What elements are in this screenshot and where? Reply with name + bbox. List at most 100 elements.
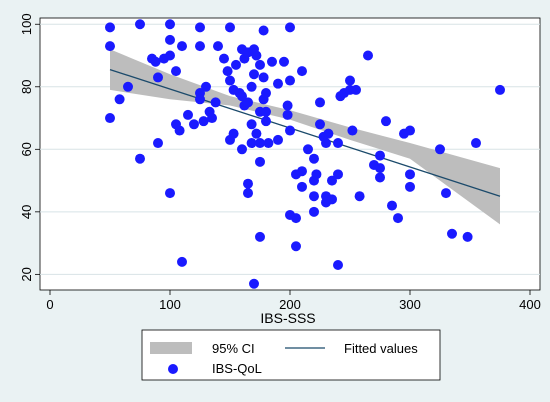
data-point	[195, 41, 205, 52]
data-point	[441, 188, 451, 199]
data-point	[195, 94, 205, 105]
data-point	[207, 113, 217, 124]
data-point	[258, 72, 269, 83]
legend-fit-label: Fitted values	[344, 341, 418, 356]
legend-box	[141, 329, 441, 381]
data-point	[183, 109, 193, 120]
data-point	[105, 22, 115, 33]
data-point	[246, 119, 257, 130]
data-point	[261, 116, 271, 127]
data-point	[351, 84, 361, 95]
data-point	[243, 188, 253, 199]
data-point	[165, 34, 175, 45]
data-point	[249, 69, 259, 80]
data-point	[315, 97, 325, 108]
x-tick-label: 0	[46, 297, 53, 312]
data-point	[243, 97, 253, 108]
data-point	[323, 128, 334, 139]
data-point	[225, 22, 235, 33]
data-point	[447, 228, 457, 239]
data-point	[153, 72, 163, 83]
data-point	[393, 213, 403, 224]
data-point	[375, 172, 385, 183]
data-point	[251, 50, 262, 61]
data-point	[327, 175, 337, 186]
data-point	[273, 134, 283, 145]
data-point	[273, 78, 283, 89]
data-point	[363, 50, 373, 61]
data-point	[255, 156, 265, 167]
data-point	[165, 19, 175, 30]
legend-points-label: IBS-QoL	[212, 361, 262, 376]
data-point	[246, 138, 257, 149]
data-point	[297, 181, 307, 192]
data-point	[297, 166, 307, 177]
data-point	[261, 88, 271, 99]
x-tick-label: 300	[399, 297, 421, 312]
data-point	[189, 119, 199, 130]
legend-ci-label: 95% CI	[212, 341, 255, 356]
data-point	[347, 125, 358, 136]
data-point	[309, 191, 319, 202]
data-point	[123, 81, 133, 92]
y-axis-ticks: 20 40 60 80 100	[19, 13, 40, 282]
data-point	[297, 66, 307, 77]
data-point	[375, 163, 385, 174]
fitted-line	[109, 68, 501, 197]
y-tick-label: 100	[19, 13, 34, 35]
data-point	[201, 81, 211, 92]
data-point	[309, 206, 319, 217]
data-point	[462, 231, 473, 242]
data-point	[291, 213, 301, 224]
data-point	[405, 125, 415, 136]
x-axis-ticks: 0 100 200 300 400	[46, 290, 541, 312]
data-point	[291, 241, 301, 252]
data-point	[321, 138, 331, 149]
x-axis-title: IBS-SSS	[260, 310, 315, 326]
data-point	[135, 153, 145, 164]
data-point	[174, 125, 185, 136]
data-point	[177, 256, 187, 267]
data-point	[153, 138, 163, 149]
data-point	[251, 128, 262, 139]
data-point	[255, 231, 265, 242]
data-point	[282, 100, 293, 111]
data-point	[237, 91, 247, 102]
data-point	[387, 200, 397, 211]
data-point	[311, 169, 322, 180]
data-point	[315, 119, 325, 130]
data-point	[249, 278, 259, 289]
data-point	[381, 116, 391, 127]
data-point	[267, 56, 277, 67]
data-point	[327, 194, 337, 205]
y-tick-label: 40	[19, 205, 34, 219]
data-point	[105, 41, 115, 52]
legend-points-marker	[168, 364, 178, 374]
data-point	[285, 125, 295, 136]
data-point	[105, 113, 115, 124]
data-point	[237, 144, 247, 155]
x-tick-label: 100	[159, 297, 181, 312]
data-point	[225, 75, 235, 86]
data-point	[150, 56, 161, 67]
data-point	[255, 59, 265, 70]
data-point	[177, 41, 187, 52]
y-tick-label: 80	[19, 80, 34, 94]
data-point	[471, 138, 481, 149]
data-point	[219, 53, 229, 64]
data-point	[354, 191, 365, 202]
data-point	[228, 128, 239, 139]
data-point	[435, 144, 445, 155]
data-point	[165, 50, 175, 61]
data-point	[495, 84, 505, 95]
data-point	[263, 138, 274, 149]
data-point	[165, 188, 175, 199]
data-point	[375, 150, 385, 161]
data-point	[198, 116, 209, 127]
data-points	[105, 19, 505, 289]
x-tick-label: 200	[279, 297, 301, 312]
data-point	[171, 66, 181, 77]
data-point	[333, 169, 343, 180]
y-tick-label: 60	[19, 142, 34, 156]
